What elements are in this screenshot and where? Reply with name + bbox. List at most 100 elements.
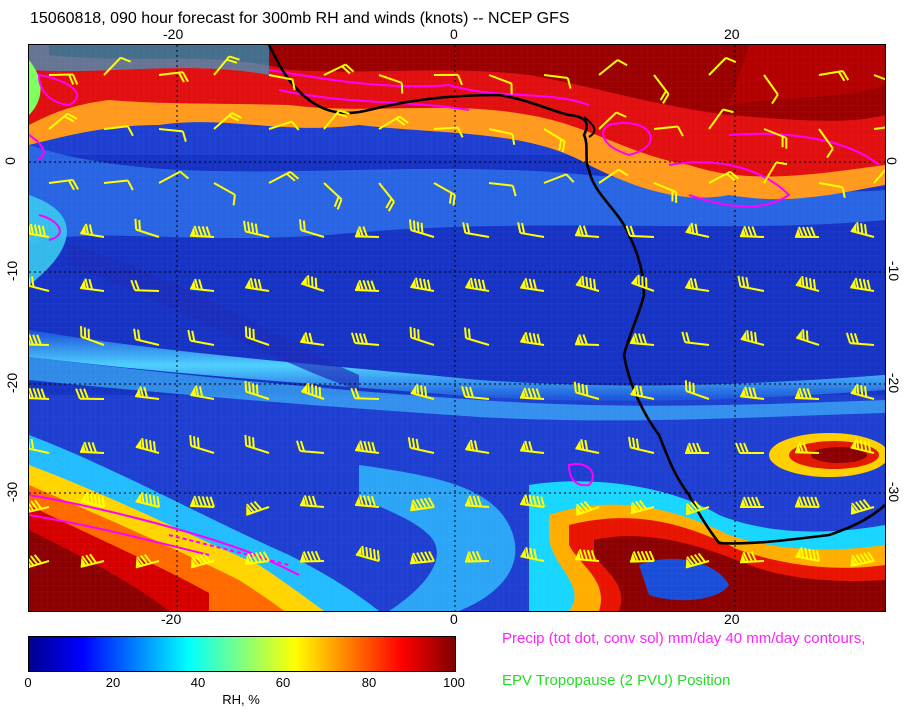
wind-barb — [29, 387, 50, 400]
wind-barb — [517, 222, 545, 238]
wind-barb — [464, 495, 490, 508]
colorbar-tick: 20 — [105, 675, 121, 690]
wind-barb — [739, 496, 765, 509]
wind-barb — [818, 128, 834, 159]
wind-barb — [845, 332, 875, 346]
wind-barb — [189, 225, 215, 238]
wind-barb — [134, 218, 160, 238]
wind-barb — [80, 492, 105, 508]
wind-barb — [323, 63, 355, 76]
wind-barb — [268, 120, 300, 131]
bottom-x-tick-label: 20 — [724, 611, 740, 627]
wind-barb — [410, 384, 435, 400]
wind-barb — [575, 439, 600, 454]
wind-barb — [300, 332, 325, 346]
wind-barb — [628, 436, 655, 454]
wind-barb — [574, 549, 600, 562]
wind-barb — [300, 275, 325, 292]
wind-barb — [763, 161, 788, 184]
wind-barb — [763, 74, 779, 105]
wind-barb — [575, 275, 600, 292]
wind-barb — [740, 386, 765, 400]
wind-barb — [488, 128, 516, 145]
wind-barb — [410, 277, 435, 292]
wind-barb — [433, 182, 456, 206]
wind-barb — [187, 329, 215, 346]
epv-legend: EPV Tropopause (2 PVU) Position — [502, 672, 731, 689]
wind-barb — [737, 275, 765, 292]
wind-barb — [708, 108, 734, 130]
wind-barb — [29, 554, 50, 569]
wind-barb — [795, 329, 820, 346]
right-y-tick-label: -10 — [886, 260, 903, 282]
wind-barb — [488, 74, 513, 95]
wind-barb — [520, 277, 545, 292]
wind-barb — [850, 384, 875, 400]
wind-barb — [794, 442, 820, 454]
left-y-tick-label: -20 — [4, 372, 21, 394]
wind-barb — [681, 331, 710, 346]
wind-barb — [213, 112, 243, 130]
colorbar-tick: 0 — [24, 675, 32, 690]
wind-barb — [245, 277, 270, 292]
wind-barb — [543, 173, 575, 184]
wind-barb — [245, 551, 270, 566]
wind-barb — [464, 327, 490, 346]
colorbar-tick: 80 — [361, 675, 377, 690]
wind-barb — [543, 74, 572, 89]
wind-barb — [80, 553, 105, 568]
wind-barb — [708, 56, 737, 76]
bottom-x-tick-label: 0 — [450, 611, 458, 627]
page-title: 15060818, 090 hour forecast for 300mb RH… — [30, 10, 570, 27]
wind-barb — [354, 226, 380, 238]
wind-barb — [246, 500, 270, 516]
wind-barb — [850, 499, 875, 515]
wind-barb — [48, 73, 79, 85]
wind-barb — [323, 109, 350, 130]
wind-barb — [410, 550, 435, 565]
wind-barb — [378, 115, 409, 130]
wind-barb — [653, 74, 670, 104]
wind-barb — [130, 279, 160, 292]
wind-barb — [630, 384, 655, 400]
wind-barb — [189, 495, 215, 508]
wind-barb — [573, 381, 600, 400]
wind-barb — [464, 550, 490, 563]
wind-barb — [684, 380, 710, 400]
wind-barb — [299, 219, 325, 238]
wind-barb — [576, 500, 600, 516]
wind-barb — [354, 279, 380, 292]
left-y-tick-label: -30 — [4, 481, 21, 503]
wind-barb — [295, 440, 325, 454]
wind-barb — [708, 170, 740, 184]
wind-barb — [79, 441, 105, 454]
wind-barb — [378, 182, 395, 212]
colorbar-tick: 40 — [190, 675, 206, 690]
wind-barb — [213, 182, 236, 206]
wind-barb — [795, 547, 820, 562]
wind-barb — [75, 388, 105, 400]
wind-barb — [48, 112, 78, 130]
wind-barb — [80, 326, 105, 346]
wind-barb — [190, 385, 215, 400]
wind-barb — [462, 222, 490, 238]
wind-barb — [543, 128, 566, 153]
wind-barb — [685, 277, 710, 292]
wind-barb — [794, 387, 820, 400]
wind-barb — [48, 178, 79, 191]
wind-barb — [355, 545, 380, 562]
wind-barb — [244, 434, 270, 454]
wind-barb — [190, 552, 215, 569]
colorbar-label: RH, % — [222, 692, 260, 707]
wind-barb — [631, 274, 655, 292]
right-y-tick-label: -20 — [886, 372, 903, 394]
wind-barb — [29, 334, 50, 346]
wind-barb — [488, 182, 517, 197]
wind-barb — [520, 494, 545, 508]
wind-barb — [465, 439, 490, 454]
top-x-tick-label: 0 — [450, 26, 458, 42]
wind-barb — [299, 495, 325, 508]
wind-barb — [299, 550, 325, 563]
wind-barb — [350, 387, 380, 400]
wind-barb — [519, 387, 545, 400]
